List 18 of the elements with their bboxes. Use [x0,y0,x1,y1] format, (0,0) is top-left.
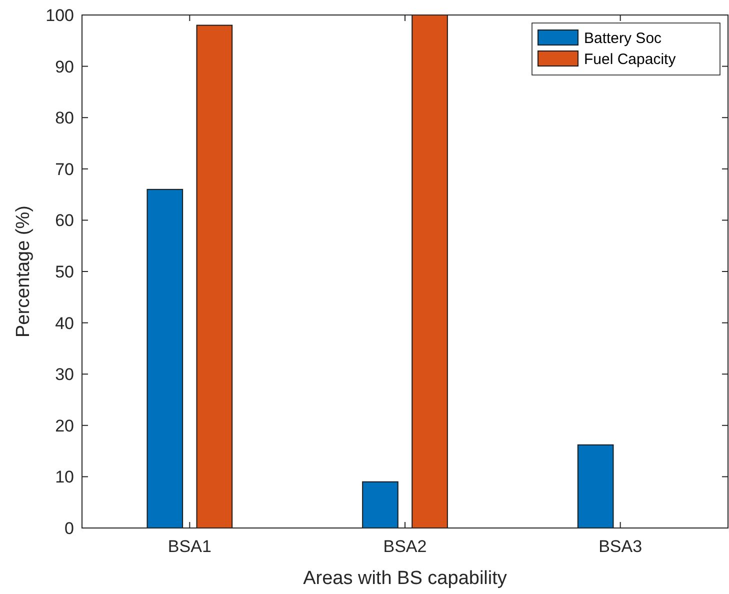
y-tick-label: 40 [55,314,74,333]
y-tick-label: 20 [55,416,74,436]
x-axis-title: Areas with BS capability [303,568,508,589]
y-tick-label: 10 [55,468,74,487]
y-tick-label: 60 [55,211,74,230]
y-tick-label: 30 [55,365,74,384]
legend-label: Battery Soc [584,30,662,47]
legend-label: Fuel Capacity [584,51,676,68]
x-tick-label: BSA1 [168,537,212,556]
y-axis-title: Percentage (%) [13,205,34,338]
y-tick-label: 0 [64,518,74,538]
y-tick-label: 70 [55,160,74,179]
x-tick-label: BSA3 [598,537,642,556]
y-tick-label: 100 [46,6,74,25]
y-tick-label: 80 [55,108,74,128]
y-tick-label: 90 [55,57,74,76]
y-tick-label: 50 [55,262,74,282]
x-tick-label: BSA2 [383,537,427,556]
